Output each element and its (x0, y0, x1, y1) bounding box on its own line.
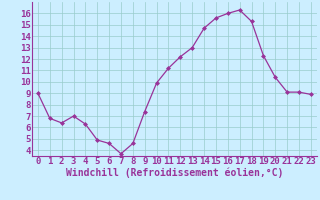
X-axis label: Windchill (Refroidissement éolien,°C): Windchill (Refroidissement éolien,°C) (66, 168, 283, 178)
